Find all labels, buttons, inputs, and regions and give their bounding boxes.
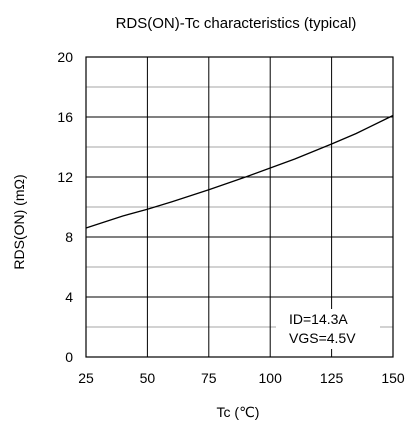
y-tick-label: 4 — [65, 289, 73, 305]
x-tick-label: 125 — [320, 370, 344, 386]
x-tick-label: 50 — [140, 370, 156, 386]
x-axis-label: Tc (℃) — [217, 404, 260, 420]
x-tick-label: 150 — [381, 370, 405, 386]
ticks: 25 50 75 100 125 150 0 4 8 12 16 20 — [57, 49, 404, 386]
y-tick-label: 0 — [65, 349, 73, 365]
x-tick-label: 25 — [78, 370, 94, 386]
annotation-id: ID=14.3A — [289, 311, 348, 327]
y-tick-label: 12 — [57, 169, 73, 185]
grid — [86, 57, 393, 357]
chart-title: RDS(ON)-Tc characteristics (typical) — [116, 15, 357, 32]
plot-frame — [85, 56, 394, 358]
y-tick-label: 20 — [57, 49, 73, 65]
y-tick-label: 16 — [57, 109, 73, 125]
y-axis-label: RDS(ON) (mΩ) — [11, 174, 27, 269]
series — [85, 114, 394, 229]
x-tick-label: 100 — [259, 370, 283, 386]
annotation-vgs: VGS=4.5V — [289, 330, 356, 346]
condition-box — [276, 309, 380, 349]
x-tick-label: 75 — [201, 370, 217, 386]
series-line — [85, 114, 394, 229]
y-tick-label: 8 — [65, 229, 73, 245]
